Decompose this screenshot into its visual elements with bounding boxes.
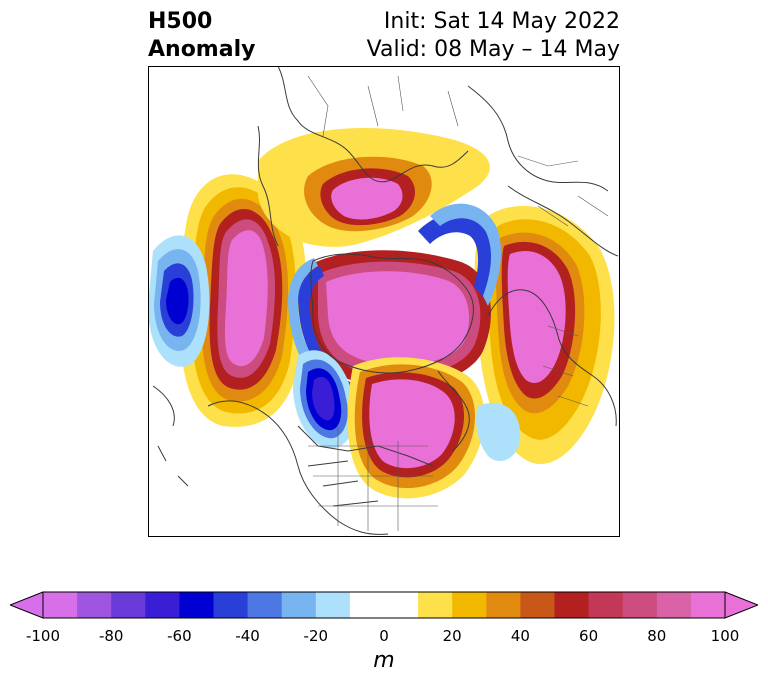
colorbar-cell (622, 592, 658, 618)
colorbar-tick-label: -40 (235, 627, 260, 645)
colorbar-cell (588, 592, 624, 618)
colorbar-tick-label: 20 (442, 627, 462, 645)
ridge-north-anomaly (258, 128, 490, 247)
colorbar-tick-label: 60 (579, 627, 599, 645)
colorbar-cell (486, 592, 521, 618)
colorbar-cell (281, 592, 317, 618)
colorbar-cell (315, 592, 351, 618)
colorbar (10, 591, 758, 619)
colorbar-tick-label: -100 (25, 627, 61, 645)
valid-period: Valid: 08 May – 14 May (366, 37, 620, 62)
colorbar-units: m (373, 648, 395, 673)
colorbar-extend-low (10, 591, 44, 619)
colorbar-cell (690, 592, 726, 618)
title-line-1: H500 (148, 9, 213, 34)
colorbar-cell (213, 592, 249, 618)
colorbar-tick-label: 40 (510, 627, 530, 645)
colorbar-tick-label: -60 (167, 627, 192, 645)
coastlines (152, 66, 619, 535)
map-title: H500 Anomaly (148, 8, 255, 64)
colorbar-cell (349, 592, 385, 618)
colorbar-extend-high (724, 591, 758, 619)
colorbar-cell (179, 592, 214, 618)
colorbar-cell (452, 592, 487, 618)
colorbar-cell (554, 592, 590, 618)
colorbar-tick-label: -20 (303, 627, 329, 645)
colorbar-cell (145, 592, 180, 618)
ridge-southeast-anomaly (347, 357, 485, 499)
colorbar-cell (520, 592, 555, 618)
anomaly-map (148, 66, 620, 537)
colorbar-tick-label: -80 (98, 627, 124, 645)
run-info: Init: Sat 14 May 2022 Valid: 08 May – 14… (367, 8, 620, 64)
colorbar-tick-label: 80 (647, 627, 667, 645)
title-line-2: Anomaly (148, 37, 256, 62)
ridge-arctic-anomaly (306, 250, 491, 387)
colorbar-cell (111, 592, 146, 618)
colorbar-cell (384, 592, 419, 618)
country-borders (307, 75, 609, 531)
colorbar-tick-label: 0 (379, 627, 389, 645)
colorbar-cell (418, 592, 453, 618)
ridge-east-anomaly (474, 206, 615, 464)
colorbar-cell (656, 592, 692, 618)
init-time: Init: Sat 14 May 2022 (383, 9, 620, 34)
colorbar-cell (247, 592, 283, 618)
ridge-west-anomaly (179, 174, 307, 427)
colorbar-cell (43, 592, 78, 618)
trough-east-anomaly (476, 402, 521, 461)
trough-west-anomaly (148, 235, 210, 367)
colorbar-tick-label: 100 (710, 627, 740, 645)
colorbar-cell (77, 592, 112, 618)
trough-central-anomaly (293, 350, 356, 449)
